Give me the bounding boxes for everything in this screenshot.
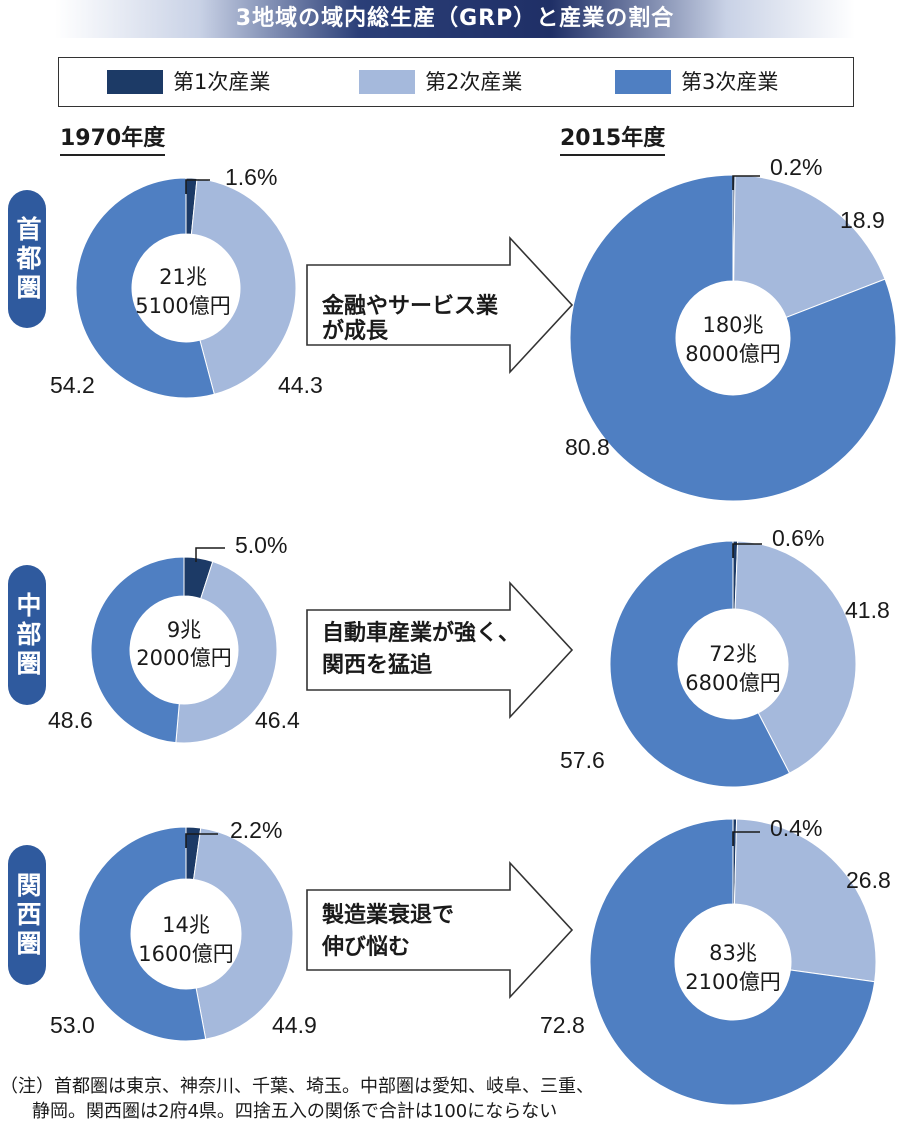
label-primary: 2.2% — [230, 817, 282, 843]
donut-chart-3: 9兆 2000億円 5.0% 46.4 48.6 — [48, 532, 300, 744]
legend-label-primary: 第1次産業 — [173, 70, 271, 94]
label-secondary: 46.4 — [255, 707, 300, 733]
segment-tertiary — [78, 826, 207, 1042]
leader-line — [195, 547, 225, 562]
arrow-shape — [306, 235, 574, 375]
label-secondary: 26.8 — [846, 867, 891, 893]
segment-secondary — [193, 827, 294, 1040]
center-value-line2: 8000億円 — [685, 342, 780, 366]
center-value-line2: 2100億円 — [685, 970, 780, 994]
arrow-caption-line1: 金融やサービス業 — [321, 293, 499, 319]
arrow-caption-line2: 伸び悩む — [321, 935, 410, 960]
center-value-line2: 5100億円 — [135, 294, 230, 318]
center-value-line1: 21兆 — [159, 265, 207, 289]
donut-chart-1: 21兆 5100億円 1.6% 44.3 54.2 — [50, 164, 323, 399]
footnote: （注）首都圏は東京、神奈川、千葉、埼玉。中部圏は愛知、岐阜、三重、 静岡。関西圏… — [0, 1074, 900, 1124]
donut-chart-4: 72兆 6800億円 0.6% 41.8 57.6 — [560, 525, 890, 788]
label-primary: 1.6% — [225, 164, 277, 190]
legend-label-tertiary: 第3次産業 — [681, 70, 779, 94]
segment-tertiary — [569, 174, 897, 502]
arrow-caption-line2: 関西を猛追 — [322, 652, 432, 678]
segment-secondary — [734, 540, 857, 774]
label-primary: 0.2% — [770, 154, 822, 180]
label-tertiary: 57.6 — [560, 747, 605, 773]
label-secondary: 44.9 — [272, 1012, 317, 1038]
label-tertiary: 48.6 — [48, 707, 93, 733]
title-bar: 3地域の域内総生産（GRP）と産業の割合 — [55, 0, 855, 38]
leader-line — [732, 175, 760, 190]
center-value-line1: 83兆 — [709, 941, 757, 965]
label-tertiary: 80.8 — [565, 434, 610, 460]
legend-swatch-secondary — [359, 70, 415, 94]
legend-label-secondary: 第2次産業 — [425, 70, 523, 94]
footnote-line-1: （注）首都圏は東京、神奈川、千葉、埼玉。中部圏は愛知、岐阜、三重、 — [0, 1076, 594, 1097]
arrow-caption-2: 自動車産業が強く、関西を猛追 — [306, 580, 574, 720]
label-secondary: 18.9 — [840, 207, 885, 233]
region-tab-shutoken: 首都圏 — [8, 190, 46, 328]
arrow-shape — [306, 860, 574, 1000]
center-value-line1: 180兆 — [702, 313, 763, 337]
year-label-1970: 1970年度 — [60, 126, 166, 156]
legend-swatch-tertiary — [615, 70, 671, 94]
segment-secondary — [175, 560, 278, 744]
region-tab-kansai: 関西圏 — [8, 845, 46, 985]
arrow-caption-line2: が成長 — [322, 318, 389, 344]
label-secondary: 44.3 — [278, 372, 323, 398]
center-value-line1: 72兆 — [709, 642, 757, 666]
footnote-line-2: 静岡。関西圏は2府4県。四捨五入の関係で合計は100にならない — [32, 1101, 558, 1122]
legend-swatch-primary — [107, 70, 163, 94]
center-value-line1: 9兆 — [167, 618, 201, 642]
region-tab-chubu: 中部圏 — [8, 565, 46, 705]
year-label-2015: 2015年度 — [560, 126, 666, 156]
label-secondary: 41.8 — [845, 597, 890, 623]
label-tertiary: 53.0 — [50, 1012, 95, 1038]
center-value-line2: 1600億円 — [138, 942, 233, 966]
chart-title: 3地域の域内総生産（GRP）と産業の割合 — [235, 6, 675, 31]
label-primary: 5.0% — [235, 532, 287, 558]
legend: 第1次産業 第2次産業 第3次産業 — [58, 57, 854, 107]
center-value-line2: 2000億円 — [136, 646, 231, 670]
segment-tertiary — [609, 540, 791, 788]
donut-chart-2: 180兆 8000億円 0.2% 18.9 80.8 — [565, 154, 897, 502]
label-primary: 0.6% — [772, 525, 824, 551]
segment-secondary — [190, 178, 297, 395]
label-tertiary: 72.8 — [540, 1012, 585, 1038]
segment-secondary — [733, 174, 886, 319]
arrow-caption-line1: 自動車産業が強く、 — [322, 620, 520, 646]
leader-line — [732, 543, 762, 558]
leader-line — [732, 831, 760, 846]
leader-line — [185, 179, 210, 194]
donut-chart-6: 83兆 2100億円 0.4% 26.8 72.8 — [540, 815, 891, 1106]
arrow-shape — [306, 580, 574, 720]
label-primary: 0.4% — [770, 815, 822, 841]
donut-chart-5: 14兆 1600億円 2.2% 44.9 53.0 — [50, 817, 317, 1042]
label-tertiary: 54.2 — [50, 372, 95, 398]
center-value-line2: 6800億円 — [685, 671, 780, 695]
segment-tertiary — [75, 177, 215, 399]
arrow-caption-line1: 製造業衰退で — [321, 902, 454, 928]
center-value-line1: 14兆 — [162, 913, 210, 937]
leader-line — [185, 833, 218, 848]
segment-secondary — [733, 818, 877, 983]
segment-tertiary — [90, 556, 185, 744]
segment-tertiary — [589, 818, 876, 1106]
